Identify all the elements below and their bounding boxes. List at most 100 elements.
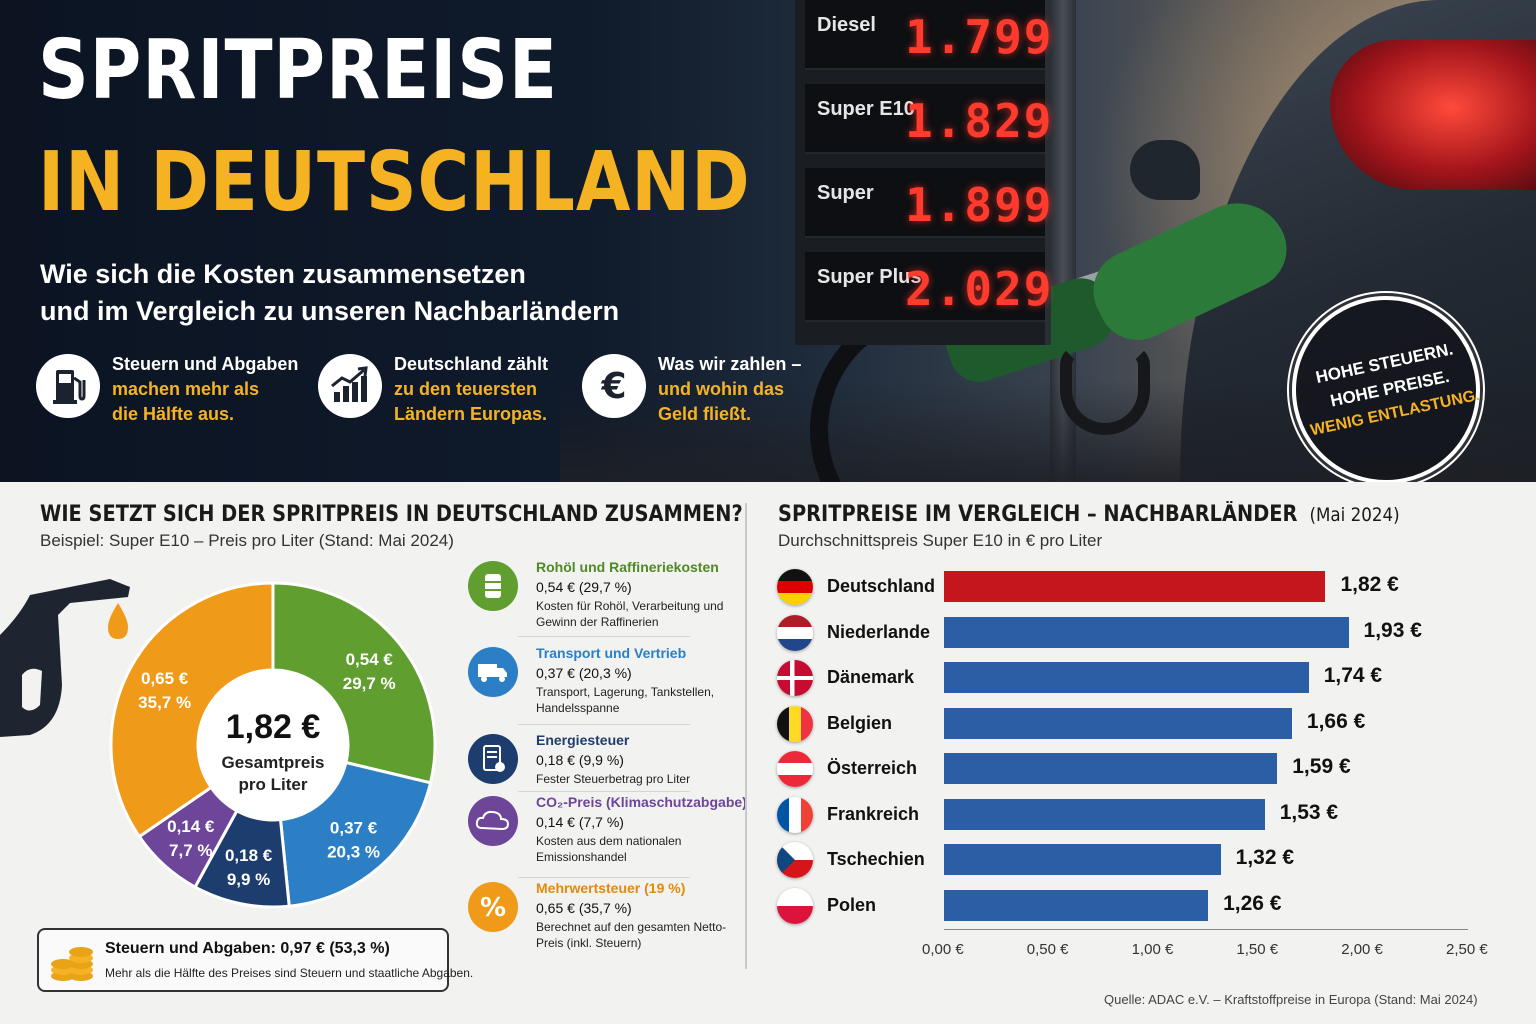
feature-yellow-text: machen mehr als <box>112 379 260 399</box>
taxes-summary-box: Steuern und Abgaben: 0,97 € (53,3 %) Meh… <box>37 928 473 992</box>
euro-icon: € <box>582 354 646 418</box>
bar <box>944 844 1221 875</box>
donut-slice-percent: 35,7 % <box>138 693 191 712</box>
feature-money-flow: € Was wir zahlen – und wohin das Geld fl… <box>582 350 812 430</box>
donut-center-label: pro Liter <box>238 775 308 794</box>
composition-title: WIE SETZT SICH DER SPRITPREIS IN DEUTSCH… <box>40 502 743 527</box>
hero-subtitle: Wie sich die Kosten zusammensetzen und i… <box>40 256 680 330</box>
bar <box>944 616 1349 648</box>
growth-chart-icon <box>318 354 382 418</box>
country-flag-icon <box>777 887 813 924</box>
fuel-label: Diesel <box>817 14 876 36</box>
percent-icon: % <box>468 882 518 932</box>
legend-description: Berechnet auf den gesamten Netto-Preis (… <box>536 920 727 950</box>
donut-slice-value: 0,37 € <box>330 818 378 837</box>
x-tick-label: 2,00 € <box>1341 941 1383 958</box>
x-tick-label: 1,50 € <box>1236 941 1279 958</box>
fuel-nozzle-icon <box>0 579 130 737</box>
tax-document-icon <box>468 734 518 784</box>
feature-taxes: Steuern und Abgaben machen mehr als die … <box>36 350 316 430</box>
country-label: Tschechien <box>827 849 925 869</box>
oil-barrel-icon <box>468 561 518 611</box>
country-label: Belgien <box>827 712 893 733</box>
country-flag-icon <box>777 751 813 787</box>
feature-text: Was wir zahlen – und wohin das Geld flie… <box>658 352 858 427</box>
donut-slice-value: 0,65 € <box>141 669 189 688</box>
legend-value: 0,65 € (35,7 %) <box>536 900 632 916</box>
coins-icon <box>51 947 93 981</box>
bar-value-label: 1,66 € <box>1306 709 1366 733</box>
donut-slice-value: 0,54 € <box>346 650 394 669</box>
fuel-price: 1.899 <box>905 178 1054 232</box>
feature-yellow-text: die Hälfte aus. <box>112 404 235 424</box>
taxes-summary-note: Mehr als die Hälfte des Preises sind Ste… <box>105 966 474 980</box>
fuel-label: Super E10 <box>817 98 915 120</box>
svg-text:€: € <box>600 366 626 407</box>
donut-slice-percent: 9,9 % <box>227 870 270 889</box>
legend-divider <box>518 791 690 792</box>
svg-text:%: % <box>480 893 506 923</box>
fuel-label: Super <box>817 182 874 204</box>
x-tick-label: 2,50 € <box>1446 941 1488 958</box>
country-label: Niederlande <box>827 621 931 642</box>
donut-center-label: Gesamtpreis <box>221 753 325 772</box>
feature-yellow-text: Ländern Europas. <box>394 404 548 424</box>
donut-chart: 0,54 € 29,7 % 0,37 € 20,3 % 0,18 € 9,9 % 0,14 … <box>109 581 437 909</box>
x-tick-label: 1,00 € <box>1131 941 1174 958</box>
legend-description: Fester Steuerbetrag pro Liter <box>536 772 691 786</box>
price-row: Super Plus 2.029 <box>805 252 1051 322</box>
legend-name: CO₂-Preis (Klimaschutzabgabe) <box>536 794 747 810</box>
nozzle-trigger <box>1060 345 1150 435</box>
fuel-label: Super Plus <box>817 266 922 288</box>
legend-value: 0,14 € (7,7 %) <box>536 814 624 830</box>
country-label: Polen <box>827 894 877 915</box>
comparison-subtitle: Durchschnittspreis Super E10 in € pro Li… <box>778 531 1103 550</box>
legend-description: Kosten aus dem nationalen Emissionshande… <box>536 834 682 864</box>
fuel-price: 1.799 <box>905 10 1054 64</box>
donut-slice-value: 0,18 € <box>225 846 273 865</box>
country-label: Deutschland <box>827 576 936 596</box>
composition-donut: 0,54 € 29,7 % 0,37 € 20,3 % 0,18 € 9,9 % 0,14 … <box>108 580 438 910</box>
car-mirror <box>1130 140 1200 200</box>
legend-description: Kosten für Rohöl, Verarbeitung und Gewin… <box>536 599 724 629</box>
bar-value-label: 1,53 € <box>1279 800 1339 824</box>
country-flag-icon <box>777 660 813 696</box>
donut-slice-value: 0,14 € <box>167 817 215 836</box>
comparison-title-suffix: (Mai 2024) <box>1309 504 1400 526</box>
price-row: Super 1.899 <box>805 168 1054 238</box>
feature-yellow-text: und wohin das <box>658 379 784 399</box>
legend-value: 0,37 € (20,3 %) <box>536 665 632 681</box>
bar <box>944 707 1292 739</box>
car-taillight <box>1330 40 1536 190</box>
x-axis-line <box>944 929 1468 930</box>
legend-name: Mehrwertsteuer (19 %) <box>536 880 686 896</box>
section-divider <box>745 503 747 969</box>
feature-white-text: Steuern und Abgaben <box>112 354 299 374</box>
bar <box>944 889 1209 921</box>
legend-divider <box>518 724 690 725</box>
fuel-pump-icon <box>36 354 100 418</box>
country-flag-icon <box>777 614 813 651</box>
donut-slice-percent: 7,7 % <box>169 841 212 860</box>
country-label: Dänemark <box>827 667 915 687</box>
country-flag-icon <box>777 705 813 742</box>
legend-name: Transport und Vertrieb <box>536 645 687 661</box>
feature-text: Deutschland zählt zu den teuersten Lände… <box>394 352 594 427</box>
taxes-summary-title: Steuern und Abgaben: 0,97 € (53,3 %) <box>105 940 390 957</box>
country-label: Österreich <box>827 758 918 778</box>
price-board: Diesel 1.799 Super E10 1.829 Super 1.899… <box>795 0 1051 345</box>
fuel-price: 1.829 <box>905 94 1054 148</box>
feature-white-text: Deutschland zählt <box>394 354 549 374</box>
bar-value-label: 1,32 € <box>1235 846 1295 869</box>
donut-center-value: 1,82 € <box>225 708 321 746</box>
hero-banner: Diesel 1.799 Super E10 1.829 Super 1.899… <box>0 0 1536 482</box>
bar <box>944 753 1278 784</box>
comparison-title-main: SPRITPREISE IM VERGLEICH – NACHBARLÄNDER <box>778 502 1298 527</box>
bar-value-label: 1,74 € <box>1323 664 1383 687</box>
legend-value: 0,54 € (29,7 %) <box>536 579 632 595</box>
country-flag-icon <box>777 842 813 878</box>
country-flag-icon <box>777 569 813 605</box>
subtitle-line1: Wie sich die Kosten zusammensetzen <box>40 259 526 289</box>
bar <box>944 798 1265 830</box>
donut-hole <box>198 670 348 820</box>
